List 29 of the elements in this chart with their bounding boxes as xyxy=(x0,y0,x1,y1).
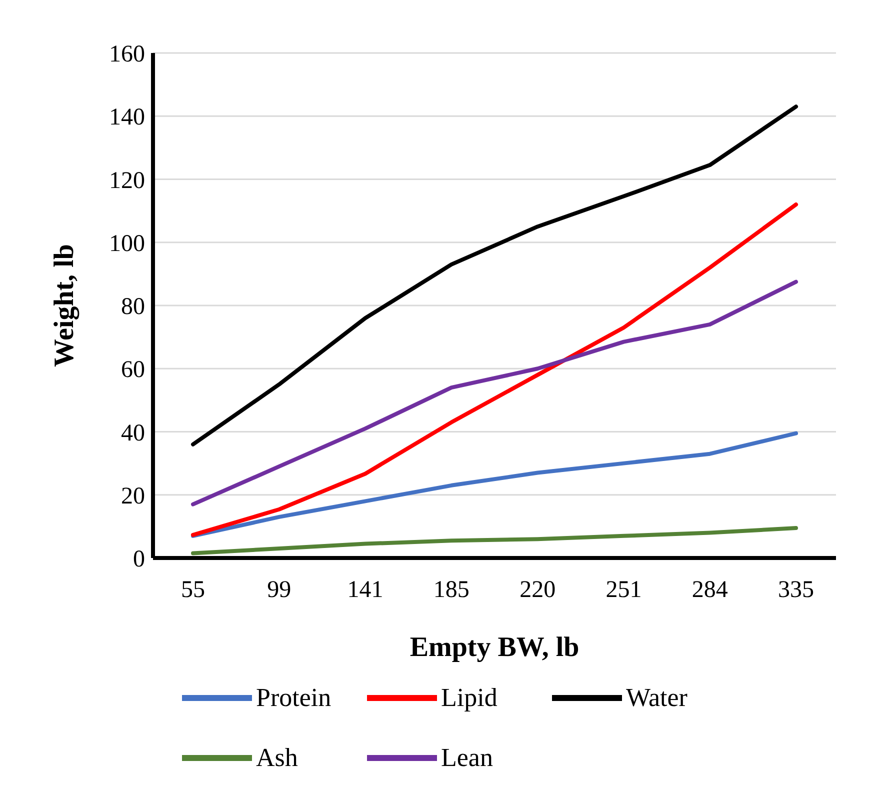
legend-label: Protein xyxy=(256,683,332,713)
y-tick-label: 120 xyxy=(109,168,145,194)
y-tick-label: 0 xyxy=(133,546,145,573)
x-tick-label: 220 xyxy=(520,577,556,604)
legend-label: Ash xyxy=(256,743,298,773)
y-tick-label: 140 xyxy=(109,104,145,131)
line-series xyxy=(191,526,798,556)
line-series xyxy=(191,202,798,537)
x-tick-label: 284 xyxy=(692,577,728,604)
y-tick-label: 160 xyxy=(109,42,145,68)
legend-label: Water xyxy=(626,683,688,713)
x-tick-label: 99 xyxy=(267,577,292,604)
x-axis-title: Empty BW, lb xyxy=(410,632,580,663)
line-series xyxy=(191,431,798,538)
y-tick-label: 80 xyxy=(121,294,145,320)
y-tick-label: 100 xyxy=(109,230,145,257)
x-tick-label: 251 xyxy=(606,577,642,604)
legend-label: Lipid xyxy=(441,683,498,713)
y-axis-title: Weight, lb xyxy=(48,244,80,367)
y-tick-label: 20 xyxy=(121,483,145,510)
x-tick-label: 141 xyxy=(347,577,384,604)
y-tick-label: 60 xyxy=(121,357,145,384)
legend-label: Lean xyxy=(441,743,493,773)
x-tick-label: 55 xyxy=(181,577,205,604)
x-tick-label: 185 xyxy=(433,577,470,604)
line-series xyxy=(191,280,798,506)
y-tick-label: 40 xyxy=(121,420,145,446)
line-series xyxy=(191,104,798,446)
x-tick-label: 335 xyxy=(778,577,814,604)
